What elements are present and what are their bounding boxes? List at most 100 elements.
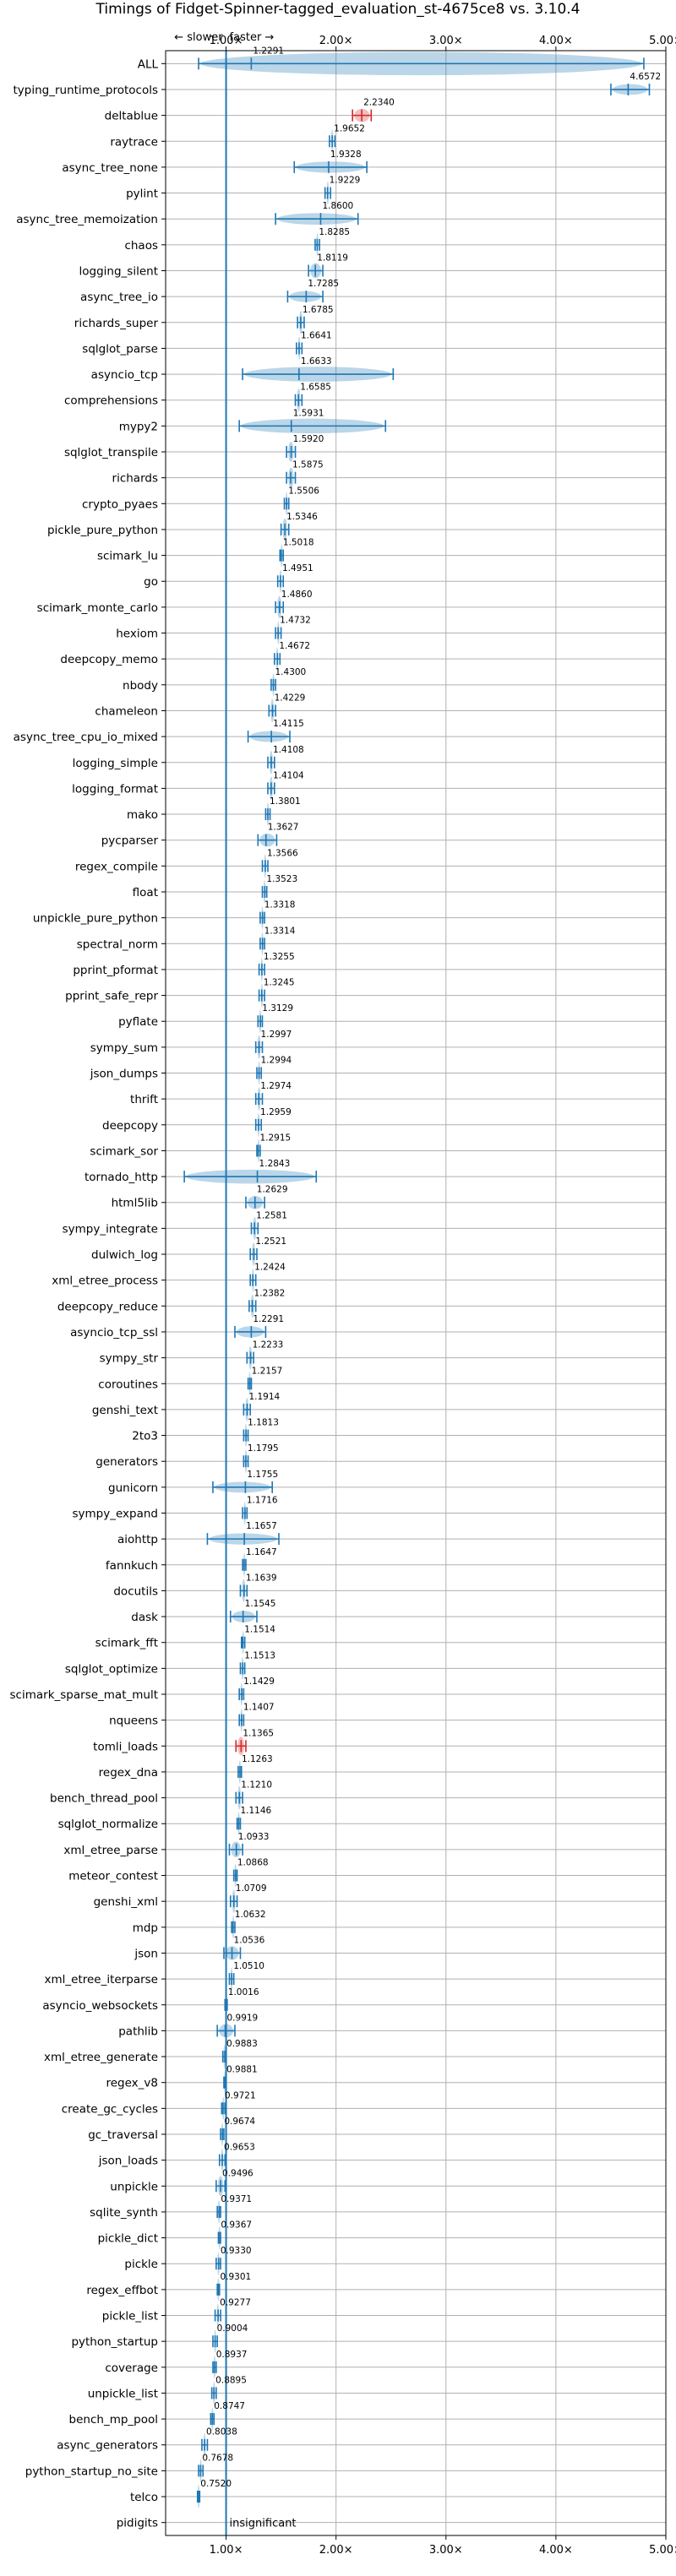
category-label: xml_etree_iterparse (45, 1973, 159, 1986)
value-label: 1.2915 (259, 1133, 291, 1143)
chart-title: Timings of Fidget-Spinner-tagged_evaluat… (95, 1, 580, 18)
value-label: 1.4115 (273, 719, 304, 729)
category-label: json_dumps (90, 1068, 158, 1081)
category-label: async_tree_cpu_io_mixed (14, 731, 158, 744)
grid-lines (166, 51, 667, 2535)
category-label: nbody (123, 679, 158, 693)
value-label: 0.7520 (200, 2479, 232, 2489)
value-label: 1.0536 (234, 1935, 265, 1945)
category-label: pprint_safe_repr (65, 990, 158, 1003)
value-label: 1.5506 (288, 486, 319, 496)
category-label: thrift (130, 1093, 158, 1106)
value-label: 1.0510 (233, 1961, 264, 1971)
value-label: 1.3627 (268, 823, 299, 833)
category-label: logging_simple (73, 757, 158, 770)
x-tick-label-top: 4.00× (539, 35, 573, 47)
x-tick-label-top: 2.00× (319, 35, 353, 47)
category-label: sqlite_synth (90, 2206, 158, 2220)
value-label: 1.1513 (244, 1650, 275, 1660)
value-label: 0.7678 (202, 2453, 233, 2463)
value-label: 0.9371 (221, 2194, 252, 2204)
value-label: 1.0709 (236, 1883, 267, 1894)
category-label: unpickle (110, 2180, 158, 2193)
category-label: mypy2 (119, 420, 158, 433)
category-label: deltablue (105, 110, 158, 123)
value-label: 1.0632 (235, 1910, 266, 1920)
value-label: 1.1545 (245, 1599, 276, 1609)
category-label: dulwich_log (91, 1248, 158, 1262)
category-label: pathlib (118, 2024, 158, 2038)
value-label: 0.9653 (224, 2143, 255, 2153)
category-label: sympy_integrate (63, 1222, 158, 1236)
value-label: 1.3255 (264, 952, 295, 962)
value-label: 1.1407 (243, 1703, 275, 1713)
category-label: regex_effbot (86, 2284, 158, 2297)
category-label: regex_dna (99, 1766, 158, 1780)
category-label: pycparser (101, 834, 159, 848)
value-label: 1.1813 (248, 1418, 279, 1428)
x-tick-label-top: 5.00× (649, 35, 676, 47)
value-label: 1.2997 (261, 1030, 292, 1040)
value-label: 0.9301 (220, 2272, 251, 2282)
category-label: nqueens (109, 1715, 158, 1728)
category-label: crypto_pyaes (82, 497, 158, 511)
category-label: logging_format (72, 782, 158, 796)
value-label: 1.5875 (292, 460, 324, 470)
value-label: 1.1365 (243, 1728, 274, 1738)
value-label: 0.8937 (216, 2350, 248, 2360)
category-label: scimark_lu (97, 550, 158, 563)
category-label: mdp (133, 1921, 158, 1935)
category-label: sqlglot_transpile (64, 446, 158, 459)
category-label: scimark_fft (95, 1637, 158, 1650)
category-label: sympy_str (100, 1352, 159, 1366)
category-label: pickle_list (102, 2310, 158, 2323)
category-label: float (133, 886, 158, 899)
value-label: 1.3523 (266, 874, 297, 884)
value-label: 1.1429 (243, 1677, 275, 1687)
value-label: 0.9004 (217, 2323, 248, 2334)
value-label: 1.3129 (262, 1003, 293, 1014)
x-tick-label-bottom: 5.00× (649, 2544, 676, 2557)
value-label: 0.8895 (215, 2375, 247, 2385)
value-label: 1.1514 (244, 1625, 275, 1635)
category-label: coverage (105, 2361, 158, 2375)
category-label: unpickle_list (88, 2387, 158, 2400)
value-label: 1.2629 (257, 1185, 288, 1195)
category-label: comprehensions (64, 394, 158, 408)
category-label: genshi_xml (94, 1895, 158, 1909)
value-label: 1.2994 (261, 1056, 292, 1066)
category-label: xml_etree_parse (63, 1844, 158, 1857)
value-label: 1.9229 (330, 176, 361, 186)
value-label: 1.1639 (246, 1573, 277, 1583)
category-label: xml_etree_generate (44, 2051, 158, 2064)
category-label: pickle_pure_python (47, 524, 158, 537)
category-label: typing_runtime_protocols (14, 84, 159, 97)
value-label: 1.0933 (238, 1832, 270, 1842)
x-tick-label-bottom: 4.00× (539, 2544, 573, 2557)
category-label: regex_v8 (106, 2077, 158, 2090)
value-label: 0.9881 (226, 2065, 258, 2075)
value-label: 1.2581 (256, 1210, 287, 1220)
x-tick-label-bottom: 1.00× (210, 2544, 243, 2557)
value-label: 1.0016 (228, 1987, 259, 1997)
category-label: pylint (126, 187, 158, 201)
violin-marks (183, 52, 651, 2508)
value-label: 1.3314 (264, 926, 296, 936)
category-label: meteor_contest (68, 1870, 158, 1883)
value-label: 1.1647 (246, 1547, 277, 1557)
category-label: deepcopy_reduce (57, 1300, 158, 1313)
category-label: html5lib (112, 1197, 158, 1210)
value-label: 0.9674 (224, 2117, 255, 2127)
value-label: 1.5018 (283, 538, 314, 548)
category-label: sympy_expand (72, 1507, 158, 1520)
value-label: 1.0868 (237, 1858, 269, 1868)
category-label: python_startup_no_site (25, 2465, 158, 2478)
value-label: 1.6641 (301, 330, 332, 340)
category-label: unpickle_pure_python (33, 912, 158, 926)
category-label: deepcopy_memo (60, 653, 158, 666)
value-label: 0.8038 (206, 2427, 237, 2437)
faster-label: faster → (230, 31, 275, 44)
plot-frame (165, 50, 667, 2536)
category-label: sqlglot_normalize (58, 1818, 158, 1831)
category-label: generators (95, 1455, 158, 1469)
